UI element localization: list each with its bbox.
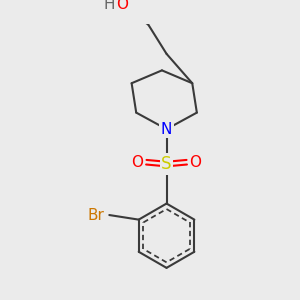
Text: O: O	[132, 155, 144, 170]
Text: N: N	[161, 122, 172, 137]
Text: O: O	[190, 155, 202, 170]
Text: S: S	[161, 155, 172, 173]
Text: Br: Br	[88, 208, 105, 223]
Text: O: O	[116, 0, 128, 12]
Text: H: H	[103, 0, 115, 12]
